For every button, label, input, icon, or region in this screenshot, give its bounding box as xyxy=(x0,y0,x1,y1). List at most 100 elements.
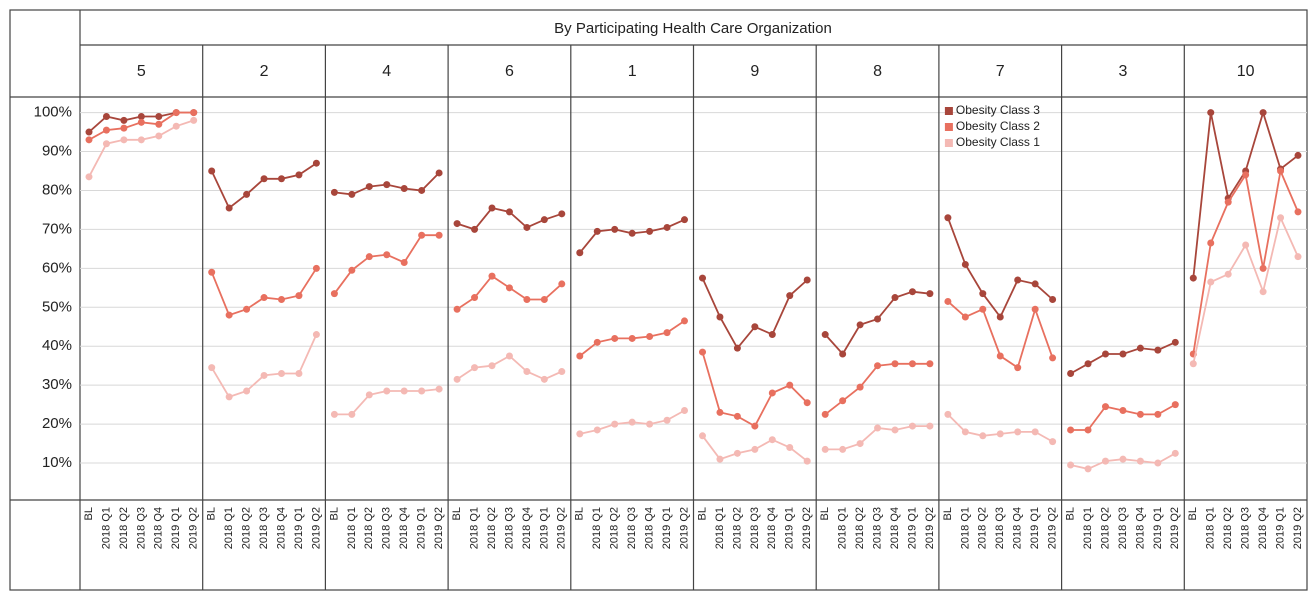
point xyxy=(278,175,285,183)
x-tick-label: BL xyxy=(942,507,954,520)
point xyxy=(85,136,93,144)
x-tick-label: 2018 Q2 xyxy=(486,507,498,549)
series-line xyxy=(333,234,440,295)
point xyxy=(803,399,811,407)
point xyxy=(699,432,706,440)
point xyxy=(699,348,706,356)
point xyxy=(961,428,969,436)
y-tick-label: 80% xyxy=(42,181,72,198)
point xyxy=(839,350,847,358)
x-tick-label: 2018 Q4 xyxy=(644,507,656,549)
legend-swatch xyxy=(944,123,953,131)
x-tick-label: 2018 Q1 xyxy=(468,507,480,549)
point xyxy=(681,216,688,224)
point xyxy=(751,323,759,331)
point xyxy=(1119,350,1127,358)
point xyxy=(1207,109,1215,117)
point xyxy=(1014,364,1022,372)
point xyxy=(1067,369,1075,377)
x-tick-label: BL xyxy=(696,507,708,520)
point xyxy=(295,369,303,377)
point xyxy=(1189,274,1197,282)
point xyxy=(646,227,654,235)
point xyxy=(891,360,899,368)
panel-label: 4 xyxy=(382,63,391,80)
point xyxy=(996,313,1004,321)
x-tick-label: 2018 Q1 xyxy=(346,507,358,549)
x-tick-label: 2018 Q3 xyxy=(1117,507,1129,549)
point xyxy=(418,387,426,395)
point xyxy=(1224,198,1232,206)
x-tick-label: 2018 Q1 xyxy=(837,507,849,549)
point xyxy=(365,183,373,191)
point xyxy=(856,440,864,448)
point xyxy=(243,305,251,313)
point xyxy=(1084,465,1092,473)
point xyxy=(768,436,776,444)
panel-label: 5 xyxy=(137,63,146,80)
point xyxy=(803,457,811,465)
point xyxy=(155,112,163,120)
y-tick-label: 20% xyxy=(42,415,72,432)
point xyxy=(102,112,110,120)
x-tick-label: 2019 Q2 xyxy=(1047,507,1059,549)
point xyxy=(523,223,531,231)
point xyxy=(1189,360,1197,368)
point xyxy=(471,364,479,372)
point xyxy=(996,352,1004,360)
point xyxy=(418,231,426,239)
panel-label: 6 xyxy=(505,63,514,80)
x-tick-label: 2018 Q3 xyxy=(1240,507,1252,549)
x-tick-label: 2019 Q1 xyxy=(906,507,918,549)
x-tick-label: 2018 Q3 xyxy=(503,507,515,549)
point xyxy=(786,443,794,451)
point xyxy=(330,410,338,418)
point xyxy=(120,116,128,124)
point xyxy=(733,449,741,457)
point xyxy=(365,253,373,261)
point xyxy=(681,406,688,414)
x-tick-label: 2018 Q1 xyxy=(223,507,235,549)
point xyxy=(1084,360,1092,368)
panel-label: 10 xyxy=(1237,63,1255,80)
point xyxy=(225,204,233,212)
x-tick-label: 2019 Q2 xyxy=(1169,507,1181,549)
point xyxy=(786,292,794,300)
x-tick-label: 2019 Q2 xyxy=(924,507,936,549)
point xyxy=(821,331,829,339)
panel-label: 2 xyxy=(260,63,269,80)
point xyxy=(523,368,531,376)
point xyxy=(400,185,408,193)
point xyxy=(1154,410,1162,418)
point xyxy=(1171,401,1179,409)
point xyxy=(243,190,251,198)
point xyxy=(383,251,391,259)
x-tick-label: 2018 Q1 xyxy=(591,507,603,549)
legend-swatch xyxy=(944,139,953,147)
x-tick-label: 2018 Q3 xyxy=(135,507,147,549)
point xyxy=(1207,239,1215,247)
x-tick-label: 2018 Q1 xyxy=(714,507,726,549)
point xyxy=(558,280,566,288)
point xyxy=(908,288,916,296)
point xyxy=(839,397,847,405)
point xyxy=(1242,241,1250,249)
legend-label: Obesity Class 2 xyxy=(956,119,1040,133)
x-tick-label: BL xyxy=(451,507,463,520)
point xyxy=(1031,428,1039,436)
point xyxy=(1102,403,1109,411)
point xyxy=(540,216,548,224)
series-line xyxy=(210,334,318,398)
point xyxy=(1154,459,1162,467)
point xyxy=(1136,344,1144,352)
point xyxy=(383,181,391,189)
point xyxy=(646,332,654,340)
x-tick-label: 2019 Q1 xyxy=(1274,507,1286,549)
x-tick-label: 2019 Q1 xyxy=(170,507,182,549)
point xyxy=(1119,455,1127,463)
series-line xyxy=(456,274,563,310)
x-tick-label: 2018 Q2 xyxy=(363,507,375,549)
y-tick-label: 10% xyxy=(42,454,72,471)
y-tick-label: 40% xyxy=(42,337,72,354)
x-tick-label: 2018 Q1 xyxy=(1082,507,1094,549)
